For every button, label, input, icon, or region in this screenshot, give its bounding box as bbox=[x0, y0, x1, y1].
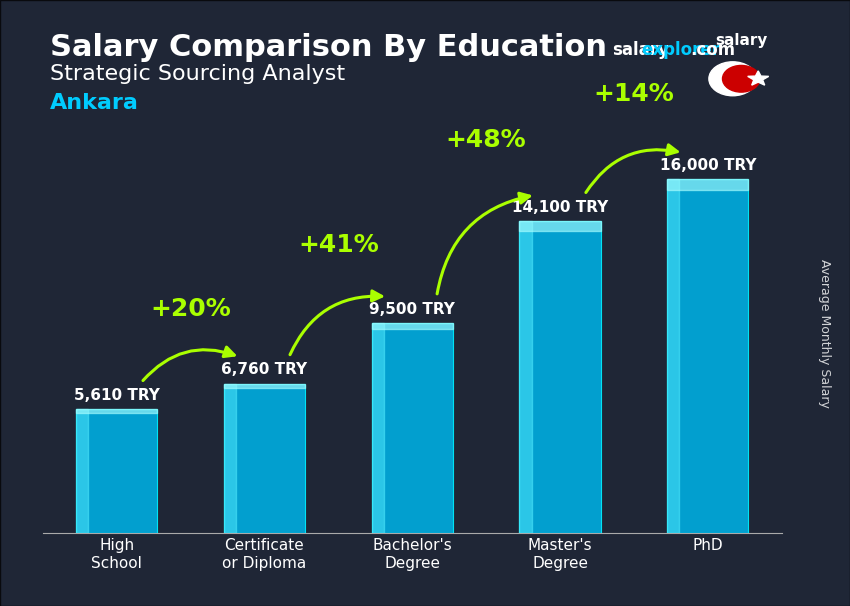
Text: +20%: +20% bbox=[150, 296, 231, 321]
Bar bbox=[371, 323, 453, 533]
Text: salary: salary bbox=[715, 33, 768, 48]
Bar bbox=[224, 384, 305, 533]
Text: +14%: +14% bbox=[593, 82, 674, 106]
Text: Salary Comparison By Education: Salary Comparison By Education bbox=[50, 33, 607, 62]
Bar bbox=[76, 409, 157, 533]
Bar bbox=[667, 179, 748, 190]
Text: .com: .com bbox=[690, 41, 735, 59]
Bar bbox=[76, 409, 88, 533]
Bar bbox=[519, 221, 531, 533]
Text: +41%: +41% bbox=[298, 233, 379, 256]
Text: 16,000 TRY: 16,000 TRY bbox=[660, 158, 756, 173]
Bar bbox=[76, 409, 157, 413]
Bar bbox=[519, 221, 601, 231]
Text: 6,760 TRY: 6,760 TRY bbox=[222, 362, 308, 377]
Circle shape bbox=[722, 65, 760, 92]
Bar bbox=[667, 179, 679, 533]
Text: 9,500 TRY: 9,500 TRY bbox=[369, 302, 456, 316]
Circle shape bbox=[709, 62, 756, 96]
Bar bbox=[371, 323, 453, 330]
Text: Ankara: Ankara bbox=[50, 93, 139, 113]
Bar bbox=[371, 323, 384, 533]
Text: salary: salary bbox=[612, 41, 669, 59]
Text: explorer: explorer bbox=[642, 41, 721, 59]
Text: Strategic Sourcing Analyst: Strategic Sourcing Analyst bbox=[50, 64, 345, 84]
Text: +48%: +48% bbox=[445, 127, 526, 152]
Text: Average Monthly Salary: Average Monthly Salary bbox=[818, 259, 831, 408]
Polygon shape bbox=[748, 71, 768, 85]
Bar bbox=[224, 384, 305, 388]
Bar bbox=[519, 221, 601, 533]
Text: 14,100 TRY: 14,100 TRY bbox=[512, 200, 608, 215]
Bar bbox=[667, 179, 748, 533]
Text: 5,610 TRY: 5,610 TRY bbox=[74, 388, 160, 402]
Bar bbox=[224, 384, 236, 533]
